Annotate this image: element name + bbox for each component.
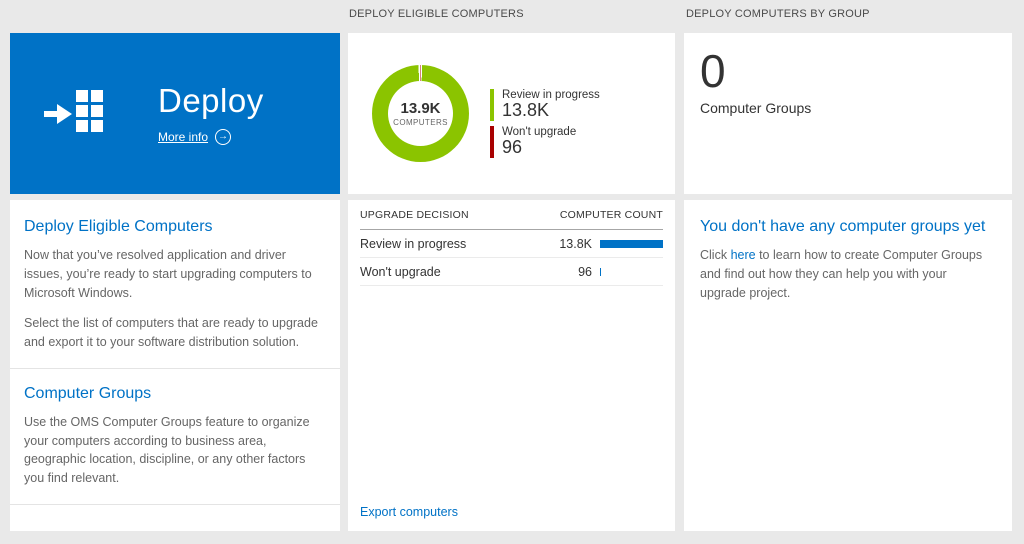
- empty-state-text: Click here to learn how to create Comput…: [700, 246, 996, 302]
- computers-donut-chart[interactable]: 13.9K COMPUTERS: [372, 65, 469, 162]
- row-count-bar: [600, 267, 602, 276]
- row-bar-track: [600, 239, 663, 248]
- table-header-upgrade-decision: UPGRADE DECISION: [360, 208, 469, 221]
- deploy-description-panel: Deploy Eligible Computers Now that you’v…: [10, 200, 340, 531]
- empty-state-heading: You don't have any computer groups yet: [700, 218, 986, 235]
- eligible-computers-paragraph-1: Now that you’ve resolved application and…: [24, 248, 312, 300]
- table-header-row: UPGRADE DECISION COMPUTER COUNT: [360, 200, 663, 230]
- computer-groups-empty-panel: You don't have any computer groups yet C…: [684, 200, 1012, 531]
- deploy-tile[interactable]: Deploy More info →: [10, 33, 340, 194]
- table-row[interactable]: Won't upgrade 96: [360, 258, 663, 286]
- legend-color-bar: [490, 125, 494, 158]
- row-value: 13.8K: [559, 236, 592, 251]
- section-divider: [10, 367, 340, 369]
- row-count-bar: [600, 239, 663, 248]
- column-header-computers-by-group: DEPLOY COMPUTERS BY GROUP: [686, 8, 870, 20]
- more-info-label: More info: [158, 130, 209, 144]
- here-link[interactable]: here: [730, 248, 756, 262]
- row-value: 96: [578, 264, 592, 279]
- more-info-arrow-icon: →: [215, 129, 232, 145]
- section-heading-eligible-computers: Deploy Eligible Computers: [24, 218, 213, 235]
- eligible-computers-chart-card: 13.9K COMPUTERS Review in progress 13.8K…: [348, 33, 675, 194]
- legend-color-bar: [490, 89, 494, 121]
- legend-item-review-in-progress: Review in progress 13.8K: [490, 89, 600, 121]
- tile-title: Deploy: [158, 82, 264, 119]
- table-header-computer-count: COMPUTER COUNT: [559, 208, 663, 221]
- computer-groups-count-card: 0 Computer Groups: [684, 33, 1012, 194]
- section-heading-computer-groups: Computer Groups: [24, 384, 152, 402]
- deploy-tile-text: Deploy More info →: [158, 82, 264, 145]
- chart-legend: Review in progress 13.8K Won't upgrade 9…: [490, 89, 600, 158]
- more-info-link[interactable]: More info →: [158, 129, 264, 145]
- empty-state-text-after: to learn how to create Computer Groups a…: [700, 248, 983, 300]
- row-label: Won't upgrade: [360, 264, 441, 279]
- legend-label: Review in progress: [502, 89, 600, 101]
- computer-groups-count: 0: [700, 45, 726, 97]
- donut-center-value: 13.9K: [400, 100, 441, 117]
- computer-groups-count-label: Computer Groups: [700, 99, 812, 116]
- legend-label: Won't upgrade: [502, 125, 577, 138]
- row-bar-track: [600, 267, 663, 276]
- export-computers-link[interactable]: Export computers: [360, 505, 458, 519]
- column-header-eligible-computers: DEPLOY ELIGIBLE COMPUTERS: [349, 8, 524, 20]
- computer-groups-paragraph: Use the OMS Computer Groups feature to o…: [24, 414, 310, 485]
- table-row[interactable]: Review in progress 13.8K: [360, 230, 663, 258]
- empty-state-text-before: Click: [700, 248, 731, 262]
- legend-value: 96: [502, 136, 523, 157]
- eligible-computers-paragraph-2: Select the list of computers that are re…: [24, 316, 318, 349]
- section-divider: [10, 503, 340, 505]
- upgrade-decision-table-card: UPGRADE DECISION COMPUTER COUNT Review i…: [348, 200, 675, 531]
- legend-value: 13.8K: [502, 100, 550, 120]
- donut-center: 13.9K COMPUTERS: [388, 81, 453, 146]
- donut-center-label: COMPUTERS: [393, 118, 448, 127]
- row-label: Review in progress: [360, 236, 467, 251]
- legend-item-wont-upgrade: Won't upgrade 96: [490, 125, 600, 158]
- deploy-icon: [44, 88, 106, 140]
